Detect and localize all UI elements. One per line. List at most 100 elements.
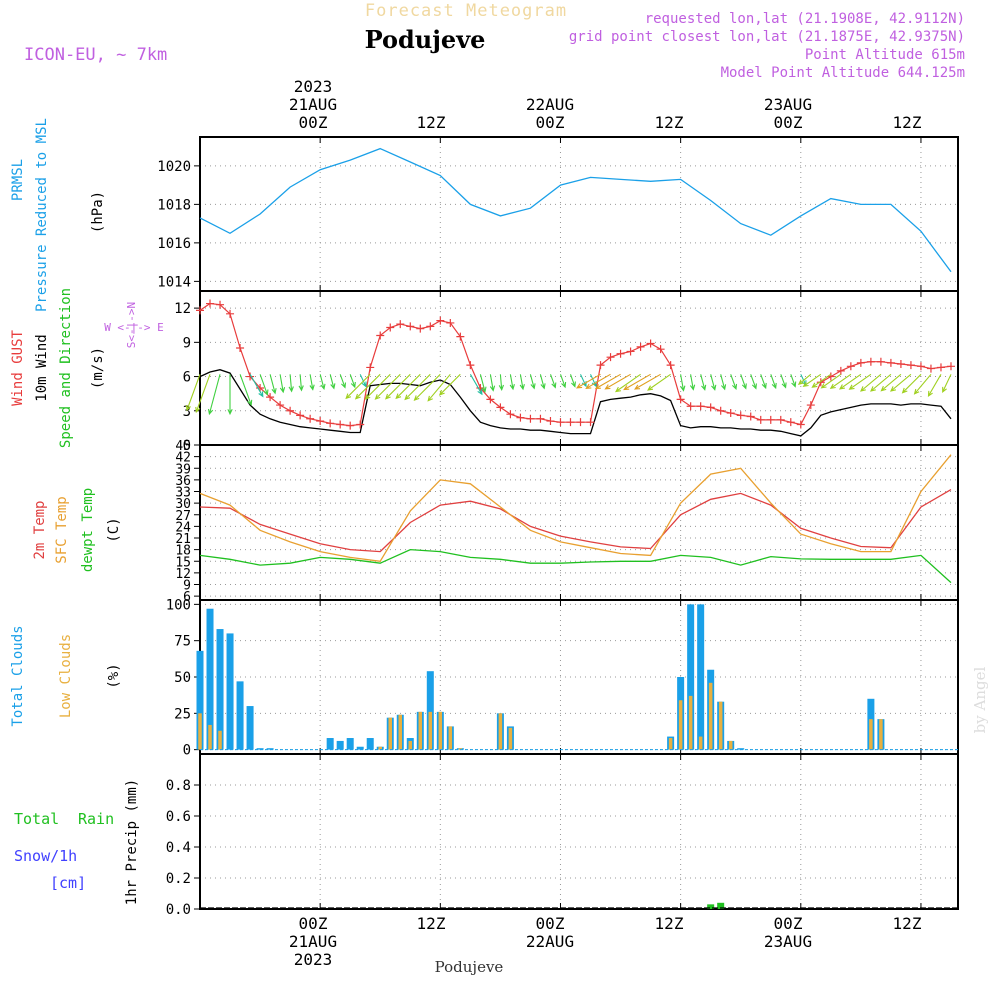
gust-marker — [766, 415, 775, 424]
total-cloud-bar — [246, 706, 254, 750]
gust-marker — [456, 332, 465, 341]
y-tick-label: 42 — [175, 451, 191, 466]
wind-direction-arrow — [689, 374, 696, 391]
wind-direction-arrow — [838, 373, 862, 390]
temp-unit: (C) — [106, 517, 122, 542]
gust-marker — [896, 360, 905, 369]
low-cloud-bar — [718, 701, 723, 750]
gust-marker — [916, 362, 925, 371]
footer-location: Podujeve — [435, 958, 504, 976]
gust-marker — [756, 415, 765, 424]
wind-direction-arrow — [901, 373, 922, 394]
low-cloud-bar — [708, 682, 713, 750]
compass-we: W <-|-> E — [104, 321, 164, 334]
credit-watermark: by Angel — [971, 666, 989, 733]
wind-direction-arrow — [740, 374, 747, 390]
gust-marker — [816, 378, 825, 387]
gust-marker — [906, 361, 915, 370]
wind-direction-arrow — [680, 374, 686, 392]
wind-label-dir: Speed and Direction — [58, 288, 74, 448]
gust-marker — [856, 358, 865, 367]
top-time-hour-4: 00Z — [774, 113, 803, 132]
y-tick-label: 36 — [175, 474, 191, 489]
wind-direction-arrow — [309, 374, 315, 391]
total-cloud-bar — [697, 604, 705, 750]
total-cloud-bar — [216, 629, 224, 750]
model-altitude: Model Point Altitude 644.125m — [721, 65, 965, 81]
wind-direction-arrow — [623, 373, 651, 391]
gust-marker — [396, 320, 405, 329]
wind-direction-arrow — [195, 374, 211, 414]
wind-direction-arrow — [750, 374, 757, 390]
wind-direction-arrow — [395, 373, 421, 400]
temperature-frame — [199, 444, 959, 601]
precip-frame — [199, 753, 959, 910]
gust-marker — [876, 357, 885, 366]
bottom-time-hour-5: 12Z — [893, 914, 922, 933]
gust-marker — [196, 306, 204, 315]
gust-marker — [686, 402, 695, 411]
location-title: Podujeve — [365, 25, 486, 54]
gust-marker — [606, 353, 615, 362]
wind-direction-arrow — [249, 374, 264, 398]
precip-panel-labels: Total Rain Snow/1h [cm] 1hr Precip (mm) — [14, 779, 140, 905]
y-tick-label: 18 — [175, 544, 191, 559]
gust-marker — [646, 339, 655, 348]
temp-label-2m: 2m Temp — [32, 500, 48, 559]
gust-marker — [716, 406, 725, 415]
low-cloud-bar — [418, 711, 423, 750]
bottom-time-labels: 00Z 21AUG 2023 12Z 00Z 22AUG 12Z 00Z 23A… — [289, 914, 922, 969]
pressure-label-2: Pressure Reduced to MSL — [34, 118, 50, 312]
gridpoint-coords: grid point closest lon,lat (21.1875E, 42… — [569, 29, 965, 45]
gust-marker — [356, 420, 365, 429]
wind-direction-arrow — [329, 374, 336, 390]
wind-direction-arrow — [559, 374, 567, 389]
total-cloud-bar — [366, 738, 374, 750]
cloud-label-low: Low Clouds — [58, 634, 74, 718]
precip-label-total: Total — [14, 810, 59, 828]
low-cloud-bar — [688, 695, 693, 750]
top-time-date-0: 21AUG — [289, 95, 337, 114]
wind-direction-arrow — [927, 374, 942, 397]
low-cloud-bar — [698, 736, 703, 750]
gust-marker — [666, 361, 675, 370]
wind-direction-arrow — [374, 373, 401, 400]
low-cloud-bar — [218, 730, 222, 750]
gust-marker — [706, 403, 715, 412]
y-tick-label: 12 — [175, 567, 191, 582]
wind-direction-arrow — [802, 373, 822, 388]
y-tick-label: 0.0 — [166, 902, 191, 918]
temp-2m-line — [199, 489, 952, 553]
gust-marker — [726, 409, 735, 418]
point-altitude: Point Altitude 615m — [805, 47, 965, 63]
low-cloud-bar — [458, 748, 463, 750]
top-time-hour-0: 00Z — [299, 113, 328, 132]
y-tick-label: 1016 — [157, 236, 191, 252]
total-cloud-bar — [206, 608, 214, 750]
wind-direction-arrow — [710, 374, 717, 391]
wind-direction-arrow — [438, 373, 461, 396]
temp-sfc-line — [199, 454, 952, 562]
gust-marker — [546, 417, 555, 426]
wind-direction-arrow — [770, 374, 777, 390]
top-time-hour-5: 12Z — [893, 113, 922, 132]
gust-marker — [346, 421, 355, 430]
gust-marker — [576, 418, 585, 427]
wind-direction-arrow — [239, 374, 253, 406]
bottom-time-hour-2: 00Z — [536, 914, 565, 933]
wind-direction-arrow — [594, 373, 621, 390]
wind-panel: 0 3 6 9 12 — [174, 290, 959, 454]
wind-direction-arrow — [614, 373, 641, 393]
bottom-time-date-2: 22AUG — [526, 932, 574, 951]
wind-direction-arrow — [604, 373, 631, 390]
y-tick-label: 75 — [174, 634, 191, 650]
low-cloud-bar — [428, 711, 433, 750]
total-cloud-bar — [687, 604, 695, 750]
gust-marker — [406, 322, 415, 331]
gust-marker — [796, 420, 805, 429]
wind-direction-arrow — [811, 373, 832, 388]
pressure-panel: 1014 1016 1018 1020 — [157, 136, 959, 292]
gust-marker — [556, 418, 565, 427]
low-cloud-bar — [678, 700, 683, 750]
gust-marker — [266, 393, 275, 402]
